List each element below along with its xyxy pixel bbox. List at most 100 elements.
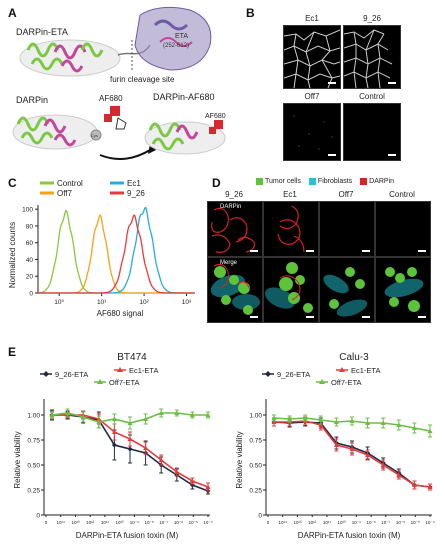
data-point: [143, 445, 149, 450]
scale-bar: [362, 316, 370, 318]
series-ec1-eta: [271, 416, 433, 491]
legend-label: 9_26-ETA: [55, 370, 88, 379]
darpin-helices-top: [26, 42, 104, 73]
x-tick-label: 10⁻⁶: [174, 520, 183, 525]
data-point: [127, 420, 133, 425]
chart-ylabel: Relative viability: [235, 431, 244, 488]
x-tick-label: 0: [45, 520, 48, 525]
histogram-ec1: [38, 206, 195, 294]
legend-marker: [319, 379, 325, 384]
data-point: [65, 410, 71, 415]
data-point: [365, 452, 371, 457]
tile-label-off7: Off7: [304, 92, 320, 101]
merge-signal: [265, 262, 313, 313]
legend-marker: [43, 371, 49, 377]
darpin-eta-label: DARPin-ETA: [16, 27, 68, 37]
chart-xlabel: DARPin-ETA fusion toxin (M): [76, 531, 179, 540]
data-point: [349, 446, 355, 451]
eta-domain: ETA (252-612): [134, 6, 212, 71]
reaction-arrow: [99, 149, 151, 160]
data-point: [302, 415, 308, 420]
scale-bar: [306, 316, 314, 318]
viability-chart-bt474: BT474 9_26-ETA Ec1-ETA Off7-ETA 0 0.25 0.50 0.7…: [13, 352, 213, 540]
legend-label: 9_26-ETA: [277, 370, 310, 379]
d-tile-9-26-merge: Merge: [207, 257, 263, 323]
data-point: [318, 422, 324, 427]
faint-signal-off7: [293, 115, 333, 150]
legend-label: Control: [57, 179, 83, 188]
x-tick-label: 10⁻⁹: [130, 520, 139, 525]
data-point: [380, 462, 386, 467]
red-membrane-signal: [211, 207, 255, 253]
scale-bar: [250, 316, 258, 318]
scale-bar: [250, 250, 258, 252]
y-tick-label: 60: [26, 240, 34, 247]
legend-label: Tumor cells: [265, 178, 301, 185]
column-label: Ec1: [283, 190, 297, 199]
legend-swatch: [256, 178, 263, 185]
column-label: 9_26: [225, 190, 243, 199]
chart-legend: 9_26-ETA Ec1-ETA Off7-ETA: [262, 366, 380, 387]
data-point: [411, 482, 417, 487]
x-tick-label: 10¹⁴: [279, 520, 288, 525]
darpin-label: DARPin: [16, 95, 48, 105]
x-tick-label: 10⁻⁴: [425, 520, 434, 525]
chart-title: Calu-3: [339, 352, 369, 363]
data-point: [49, 412, 55, 417]
x-tick-label: 10⁻⁸: [144, 520, 153, 525]
chart-ylabel: Relative viability: [13, 431, 22, 488]
d-tile-off7-merge: [319, 257, 375, 323]
data-point: [427, 484, 433, 489]
chart-xlabel: DARPin-ETA fusion toxin (M): [298, 531, 401, 540]
cell-membrane-pattern-9-26: [344, 26, 400, 88]
panel-a-schematic: DARPin-ETA furin cleavage site ETA (252-…: [12, 6, 226, 160]
cell-membrane-pattern-ec1: [284, 29, 340, 88]
x-tick-label: 10⁻⁹: [352, 520, 361, 525]
y-tick-label: 80: [26, 223, 34, 230]
y-tick-label: 0: [258, 513, 262, 520]
data-point: [158, 457, 164, 462]
chart-c-series: [37, 206, 195, 294]
data-point: [111, 442, 117, 448]
tile-label-ec1: Ec1: [305, 14, 319, 23]
data-point: [189, 478, 195, 483]
legend-label: 9_26: [127, 189, 145, 198]
tile-control: [343, 103, 401, 161]
legend-item: DARPin: [360, 178, 394, 185]
scale-bar: [388, 154, 396, 156]
y-tick-label: 100: [22, 207, 33, 214]
y-tick-label: 0.50: [27, 463, 40, 470]
reaction-arrowhead: [148, 144, 156, 154]
x-tick-label: 10⁻⁴: [203, 520, 212, 525]
tile-label-control: Control: [359, 92, 385, 101]
af680-small-label: AF680: [205, 113, 226, 120]
furin-label: furin cleavage site: [110, 75, 175, 84]
series-off7-eta: [49, 408, 211, 430]
tile-ec1: [283, 25, 341, 89]
panel-letter-d: D: [212, 176, 221, 190]
x-tick-label: 10¹¹: [101, 520, 110, 525]
data-point: [287, 416, 293, 421]
legend-swatch: [360, 178, 368, 185]
cys-label: Cys: [91, 133, 98, 138]
data-point: [396, 472, 402, 477]
legend-marker: [117, 367, 123, 372]
data-point: [349, 418, 355, 423]
y-tick-label: 0.75: [27, 438, 40, 445]
y-tick-label: 0: [29, 291, 33, 298]
x-tick-label: 10¹⁴: [57, 520, 66, 525]
tile-off7: [283, 103, 341, 161]
data-point: [318, 417, 324, 422]
chart-body: Calu-3 9_26-ETA Ec1-ETA Off7-ETA 0 0.25 0.50 0.…: [235, 352, 435, 540]
darpin-molecule: Cys: [12, 114, 102, 150]
data-point: [396, 422, 402, 427]
data-point: [143, 416, 149, 421]
tile-9-26: [343, 25, 401, 89]
legend-label: Ec1-ETA: [351, 366, 380, 375]
y-tick-label: 20: [26, 274, 34, 281]
y-tick-label: 40: [26, 257, 34, 264]
data-point: [111, 429, 117, 434]
column-label: Control: [389, 190, 415, 199]
viability-chart-calu3: Calu-3 9_26-ETA Ec1-ETA Off7-ETA 0 0.25 0.50 0.…: [235, 352, 435, 540]
